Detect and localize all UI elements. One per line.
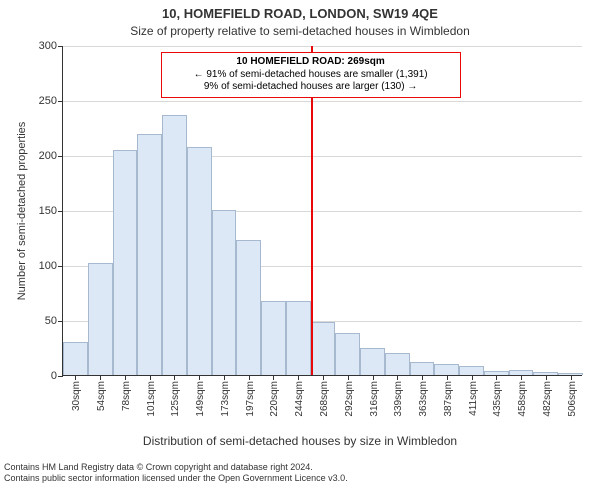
gridline: [63, 46, 582, 47]
xtick-mark: [100, 375, 101, 380]
property-size-histogram: 10, HOMEFIELD ROAD, LONDON, SW19 4QE Siz…: [0, 0, 600, 500]
annotation-line-3: 9% of semi-detached houses are larger (1…: [170, 81, 452, 94]
xtick-label: 482sqm: [542, 381, 553, 417]
histogram-bar: [261, 301, 286, 375]
x-axis-label: Distribution of semi-detached houses by …: [0, 434, 600, 448]
xtick-mark: [125, 375, 126, 380]
histogram-bar: [311, 322, 336, 375]
footer-line-1: Contains HM Land Registry data © Crown c…: [4, 462, 348, 473]
xtick-mark: [323, 375, 324, 380]
histogram-bar: [410, 362, 435, 375]
annotation-line-1: 10 HOMEFIELD ROAD: 269sqm: [170, 56, 452, 69]
xtick-mark: [224, 375, 225, 380]
attribution-footer: Contains HM Land Registry data © Crown c…: [4, 462, 348, 484]
histogram-bar: [212, 210, 237, 375]
histogram-bar: [434, 364, 459, 375]
xtick-mark: [298, 375, 299, 380]
xtick-mark: [199, 375, 200, 380]
xtick-mark: [397, 375, 398, 380]
xtick-mark: [75, 375, 76, 380]
xtick-mark: [472, 375, 473, 380]
ytick-label: 150: [39, 205, 63, 217]
xtick-mark: [348, 375, 349, 380]
xtick-mark: [273, 375, 274, 380]
xtick-label: 411sqm: [468, 381, 479, 416]
xtick-mark: [521, 375, 522, 380]
chart-subtitle: Size of property relative to semi-detach…: [0, 24, 600, 38]
histogram-bar: [335, 333, 360, 375]
xtick-mark: [422, 375, 423, 380]
annotation-box: 10 HOMEFIELD ROAD: 269sqm← 91% of semi-d…: [161, 52, 461, 98]
footer-line-2: Contains public sector information licen…: [4, 473, 348, 484]
xtick-label: 173sqm: [220, 381, 231, 417]
ytick-label: 0: [51, 370, 63, 382]
xtick-label: 244sqm: [294, 381, 305, 417]
xtick-label: 316sqm: [369, 381, 380, 417]
xtick-label: 101sqm: [146, 381, 157, 417]
ytick-label: 50: [45, 315, 63, 327]
xtick-label: 197sqm: [245, 381, 256, 417]
xtick-mark: [373, 375, 374, 380]
xtick-label: 268sqm: [319, 381, 330, 417]
ytick-label: 200: [39, 150, 63, 162]
ytick-label: 300: [39, 40, 63, 52]
xtick-mark: [447, 375, 448, 380]
y-axis-label: Number of semi-detached properties: [16, 122, 28, 301]
xtick-label: 435sqm: [492, 381, 503, 417]
xtick-mark: [150, 375, 151, 380]
xtick-label: 30sqm: [71, 381, 82, 411]
histogram-bar: [236, 240, 261, 375]
histogram-bar: [113, 150, 138, 376]
histogram-bar: [360, 348, 385, 376]
xtick-label: 458sqm: [517, 381, 528, 417]
xtick-label: 506sqm: [567, 381, 578, 417]
histogram-bar: [162, 115, 187, 375]
ytick-label: 100: [39, 260, 63, 272]
xtick-mark: [174, 375, 175, 380]
xtick-label: 363sqm: [418, 381, 429, 417]
xtick-mark: [571, 375, 572, 380]
gridline: [63, 101, 582, 102]
xtick-label: 339sqm: [393, 381, 404, 417]
histogram-bar: [137, 134, 162, 375]
xtick-mark: [546, 375, 547, 380]
histogram-bar: [459, 366, 484, 375]
histogram-bar: [63, 342, 88, 375]
histogram-bar: [88, 263, 113, 375]
ytick-label: 250: [39, 95, 63, 107]
xtick-mark: [496, 375, 497, 380]
histogram-bar: [187, 147, 212, 375]
annotation-line-2: ← 91% of semi-detached houses are smalle…: [170, 69, 452, 82]
xtick-label: 387sqm: [443, 381, 454, 417]
histogram-bar: [286, 301, 311, 375]
xtick-label: 220sqm: [269, 381, 280, 417]
xtick-label: 125sqm: [170, 381, 181, 417]
xtick-label: 78sqm: [121, 381, 132, 411]
xtick-mark: [249, 375, 250, 380]
chart-title-address: 10, HOMEFIELD ROAD, LONDON, SW19 4QE: [0, 6, 600, 21]
histogram-bar: [385, 353, 410, 375]
plot-area: 05010015020025030030sqm54sqm78sqm101sqm1…: [62, 46, 582, 376]
xtick-label: 149sqm: [195, 381, 206, 417]
xtick-label: 54sqm: [96, 381, 107, 411]
xtick-label: 292sqm: [344, 381, 355, 417]
